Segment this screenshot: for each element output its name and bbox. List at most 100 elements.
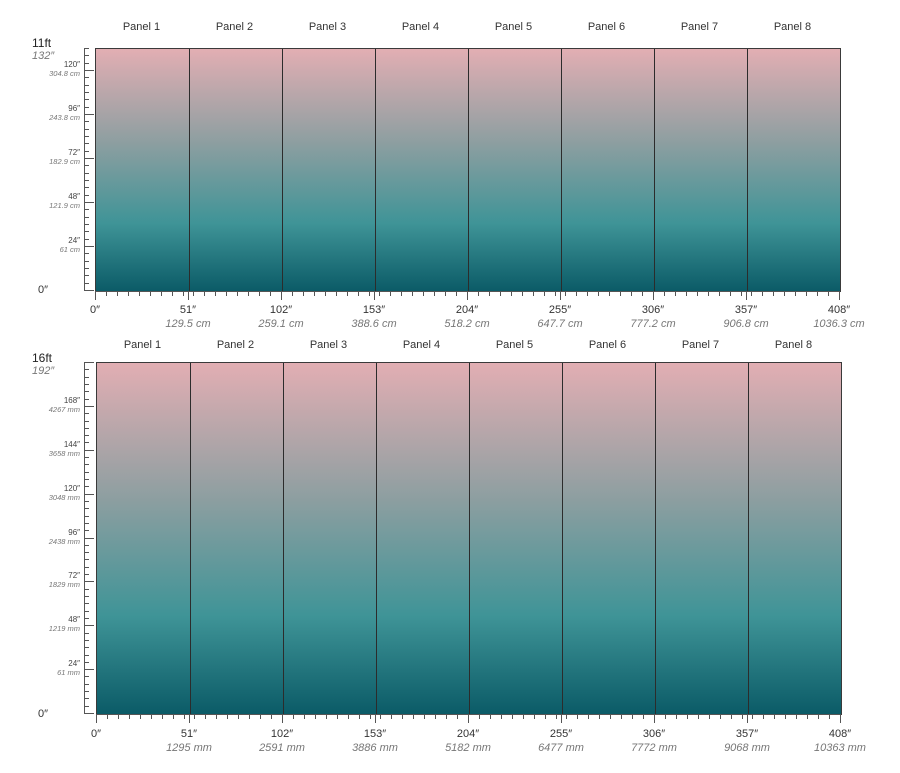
vertical-zero-label: 0″ xyxy=(38,284,49,296)
horizontal-ruler-tick xyxy=(413,714,415,719)
panel-seam xyxy=(561,363,563,714)
horizontal-major-tick xyxy=(96,714,97,723)
vertical-ruler-tick xyxy=(84,669,94,671)
horizontal-ruler-tick xyxy=(576,291,578,296)
vertical-tick-label: 144″ xyxy=(63,439,80,449)
vertical-tick-label: 48″ xyxy=(68,192,80,201)
height-label: 11ft xyxy=(32,36,52,50)
horizontal-tick-metric: 9068 mm xyxy=(724,742,770,754)
horizontal-ruler-tick xyxy=(696,291,698,296)
horizontal-ruler-tick xyxy=(488,291,490,296)
horizontal-ruler-tick xyxy=(193,291,195,296)
horizontal-ruler-tick xyxy=(774,714,776,719)
horizontal-ruler-tick xyxy=(194,714,196,719)
horizontal-tick-metric: 10363 mm xyxy=(814,742,866,754)
panel-seam xyxy=(281,49,283,291)
vertical-tick-metric: 243.8 cm xyxy=(49,113,80,122)
horizontal-tick-label: 204″ xyxy=(455,304,479,316)
horizontal-ruler-tick xyxy=(543,291,545,296)
vertical-ruler-tick xyxy=(84,260,89,262)
vertical-tick-metric: 1219 mm xyxy=(48,624,80,634)
height-inches-label: 192″ xyxy=(32,365,55,377)
horizontal-tick-metric: 777.2 cm xyxy=(630,318,676,330)
horizontal-tick-label: 408″ xyxy=(827,304,851,316)
panel-label: Panel 2 xyxy=(216,339,255,351)
horizontal-ruler-tick xyxy=(128,714,130,719)
horizontal-ruler-tick xyxy=(182,291,184,296)
vertical-ruler-tick xyxy=(84,216,89,218)
horizontal-tick-metric: 259.1 cm xyxy=(258,318,304,330)
panel-label: Panel 1 xyxy=(123,339,162,351)
vertical-ruler-tick xyxy=(84,92,89,93)
horizontal-ruler-tick xyxy=(324,291,326,296)
panel-seam xyxy=(654,363,656,714)
vertical-tick-label: 120″ xyxy=(63,60,80,69)
vertical-ruler-tick xyxy=(84,413,89,415)
panel-seam xyxy=(188,49,190,291)
vertical-ruler-tick xyxy=(84,150,89,152)
horizontal-major-tick xyxy=(467,291,468,300)
horizontal-tick-label: 0″ xyxy=(89,304,100,316)
horizontal-ruler-tick xyxy=(719,714,721,719)
horizontal-ruler-tick xyxy=(314,714,316,719)
vertical-tick-metric: 2438 mm xyxy=(48,536,80,546)
horizontal-ruler-tick xyxy=(532,291,534,296)
mural-preview xyxy=(95,48,841,292)
horizontal-ruler-tick xyxy=(292,714,294,719)
vertical-ruler-tick xyxy=(84,566,89,568)
horizontal-ruler-tick xyxy=(335,291,337,296)
horizontal-ruler-tick xyxy=(302,291,304,296)
horizontal-ruler-tick xyxy=(216,714,218,719)
vertical-ruler-tick xyxy=(84,676,89,678)
vertical-zero-label: 0″ xyxy=(38,708,49,720)
horizontal-ruler-tick xyxy=(807,714,809,719)
horizontal-ruler-tick xyxy=(740,291,742,296)
vertical-ruler-tick xyxy=(84,515,89,517)
horizontal-ruler-tick xyxy=(784,291,786,296)
horizontal-ruler-tick xyxy=(346,291,348,296)
panel-label: Panel 1 xyxy=(122,21,161,33)
horizontal-ruler-tick xyxy=(763,714,765,719)
vertical-tick-label: 168″ xyxy=(63,395,80,405)
horizontal-ruler-tick xyxy=(106,714,108,719)
panel-label: Panel 3 xyxy=(309,339,348,351)
vertical-ruler-tick xyxy=(84,698,89,700)
horizontal-ruler-tick xyxy=(271,714,273,719)
horizontal-ruler-tick xyxy=(499,291,501,296)
horizontal-ruler-tick xyxy=(237,291,239,296)
vertical-ruler-tick xyxy=(84,290,94,291)
horizontal-major-tick xyxy=(747,714,748,723)
vertical-ruler-tick xyxy=(84,537,94,539)
vertical-ruler-tick xyxy=(84,574,89,576)
vertical-ruler-tick xyxy=(84,114,94,115)
horizontal-ruler-tick xyxy=(138,291,140,296)
panel-seam xyxy=(746,49,748,291)
vertical-ruler-tick xyxy=(84,457,89,459)
horizontal-ruler-tick xyxy=(643,714,645,719)
horizontal-ruler-tick xyxy=(675,714,677,719)
horizontal-ruler-tick xyxy=(457,714,459,719)
horizontal-ruler-tick xyxy=(205,714,207,719)
vertical-tick-metric: 3048 mm xyxy=(48,492,80,502)
horizontal-tick-metric: 518.2 cm xyxy=(444,318,490,330)
horizontal-ruler-tick xyxy=(303,714,305,719)
vertical-ruler-tick xyxy=(84,617,89,619)
horizontal-tick-metric: 5182 mm xyxy=(445,742,491,754)
vertical-ruler-tick xyxy=(84,427,89,429)
vertical-ruler-tick xyxy=(84,544,89,546)
horizontal-ruler-tick xyxy=(116,291,118,296)
horizontal-ruler-tick xyxy=(172,714,174,719)
horizontal-tick-label: 102″ xyxy=(269,304,293,316)
panel-seam xyxy=(653,49,655,291)
horizontal-ruler-tick xyxy=(336,714,338,719)
vertical-ruler-tick xyxy=(84,238,89,240)
vertical-ruler-tick xyxy=(84,508,89,510)
horizontal-ruler-tick xyxy=(313,291,315,296)
horizontal-ruler-tick xyxy=(368,291,370,296)
horizontal-major-tick xyxy=(654,714,655,723)
vertical-ruler-tick xyxy=(84,246,94,247)
horizontal-tick-label: 51″ xyxy=(180,728,198,740)
horizontal-ruler-tick xyxy=(238,714,240,719)
horizontal-major-tick xyxy=(374,291,375,300)
horizontal-major-tick xyxy=(560,291,561,300)
